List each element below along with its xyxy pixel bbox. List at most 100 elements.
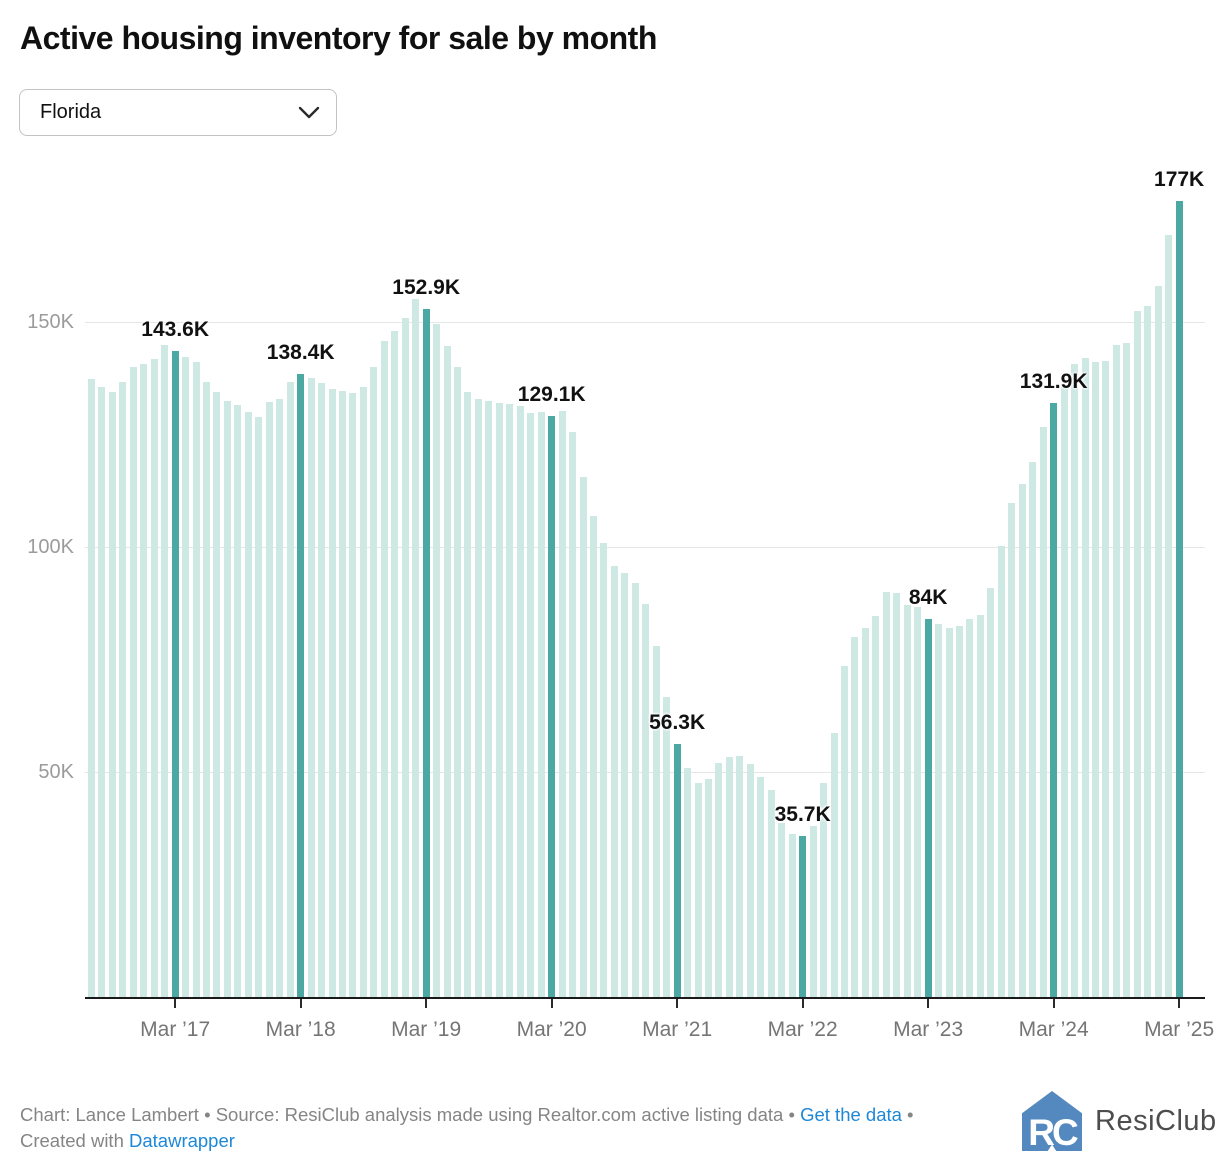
bar[interactable] (956, 625, 963, 997)
bar[interactable] (454, 366, 462, 997)
bar[interactable] (1060, 387, 1068, 997)
bar[interactable] (746, 763, 754, 997)
bar[interactable] (872, 615, 880, 997)
bar[interactable] (234, 404, 242, 997)
bar[interactable] (569, 432, 577, 997)
bar[interactable] (1029, 461, 1037, 997)
bar[interactable] (129, 367, 137, 997)
bar[interactable] (736, 755, 744, 997)
bar[interactable] (882, 592, 890, 997)
bar[interactable] (495, 403, 503, 997)
bar[interactable] (997, 546, 1005, 997)
bar[interactable] (464, 391, 472, 997)
bar-march-highlight[interactable] (297, 374, 305, 997)
bar[interactable] (610, 565, 618, 997)
bar[interactable] (140, 364, 148, 997)
bar[interactable] (370, 366, 378, 997)
bar[interactable] (935, 623, 943, 997)
bar[interactable] (1144, 305, 1152, 997)
bar[interactable] (182, 356, 190, 997)
bar[interactable] (474, 398, 482, 997)
bar[interactable] (98, 386, 106, 997)
bar-march-highlight[interactable] (1050, 403, 1058, 997)
bar[interactable] (1081, 358, 1089, 997)
bar[interactable] (684, 767, 692, 997)
get-the-data-link[interactable]: Get the data (800, 1104, 902, 1125)
bar[interactable] (1154, 286, 1162, 997)
bar[interactable] (537, 412, 545, 997)
bar[interactable] (443, 345, 451, 997)
bar-march-highlight[interactable] (673, 743, 681, 997)
bar[interactable] (359, 386, 367, 997)
bar[interactable] (705, 779, 713, 997)
bar[interactable] (725, 756, 733, 997)
region-dropdown[interactable]: Florida (19, 89, 337, 136)
bar[interactable] (108, 392, 116, 997)
bar[interactable] (851, 637, 859, 997)
bar[interactable] (945, 627, 953, 997)
bar-march-highlight[interactable] (548, 416, 556, 997)
bar[interactable] (1123, 342, 1131, 997)
bar[interactable] (914, 607, 922, 997)
bar[interactable] (757, 776, 765, 997)
bar[interactable] (987, 587, 995, 997)
bar[interactable] (820, 782, 828, 997)
bar[interactable] (1133, 311, 1141, 997)
bar-march-highlight[interactable] (1175, 200, 1183, 997)
bar[interactable] (192, 361, 200, 997)
bar[interactable] (663, 697, 671, 997)
bar[interactable] (506, 404, 514, 997)
bar-march-highlight[interactable] (924, 619, 932, 997)
bar[interactable] (527, 413, 535, 997)
bar[interactable] (652, 646, 660, 997)
bar[interactable] (307, 378, 315, 997)
bar[interactable] (213, 392, 221, 997)
bar[interactable] (318, 382, 326, 997)
bar[interactable] (600, 542, 608, 997)
bar[interactable] (715, 762, 723, 997)
bar[interactable] (223, 400, 231, 997)
datawrapper-link[interactable]: Datawrapper (129, 1130, 235, 1151)
bar[interactable] (244, 411, 252, 997)
bar[interactable] (809, 825, 817, 997)
bar[interactable] (1112, 345, 1120, 997)
bar-march-highlight[interactable] (799, 836, 807, 997)
bar[interactable] (88, 379, 95, 997)
bar[interactable] (642, 604, 650, 997)
bar[interactable] (840, 665, 848, 997)
bar[interactable] (1008, 502, 1016, 997)
bar[interactable] (391, 330, 399, 997)
bar[interactable] (1039, 427, 1047, 997)
bar[interactable] (788, 834, 796, 997)
bar[interactable] (349, 393, 357, 997)
bar[interactable] (1165, 234, 1173, 997)
bar[interactable] (255, 417, 263, 997)
bar[interactable] (161, 344, 169, 997)
bar[interactable] (558, 410, 566, 997)
bar[interactable] (485, 400, 493, 997)
bar[interactable] (778, 823, 786, 997)
bar[interactable] (631, 583, 639, 997)
bar[interactable] (830, 733, 838, 997)
bar[interactable] (1091, 362, 1099, 997)
bar-march-highlight[interactable] (171, 350, 179, 997)
bar[interactable] (861, 627, 869, 997)
bar[interactable] (579, 477, 587, 997)
bar[interactable] (412, 298, 420, 997)
bar[interactable] (694, 783, 702, 997)
bar[interactable] (1102, 360, 1110, 997)
bar[interactable] (338, 390, 346, 997)
bar-march-highlight[interactable] (422, 308, 430, 997)
bar[interactable] (203, 381, 211, 997)
bar[interactable] (1018, 484, 1026, 997)
bar[interactable] (893, 593, 901, 997)
bar[interactable] (380, 340, 388, 997)
bar[interactable] (589, 515, 597, 997)
bar[interactable] (621, 573, 629, 997)
bar[interactable] (119, 381, 127, 997)
bar[interactable] (328, 389, 336, 997)
bar[interactable] (976, 614, 984, 997)
bar[interactable] (150, 358, 158, 997)
bar[interactable] (286, 381, 294, 997)
bar[interactable] (1071, 363, 1079, 997)
